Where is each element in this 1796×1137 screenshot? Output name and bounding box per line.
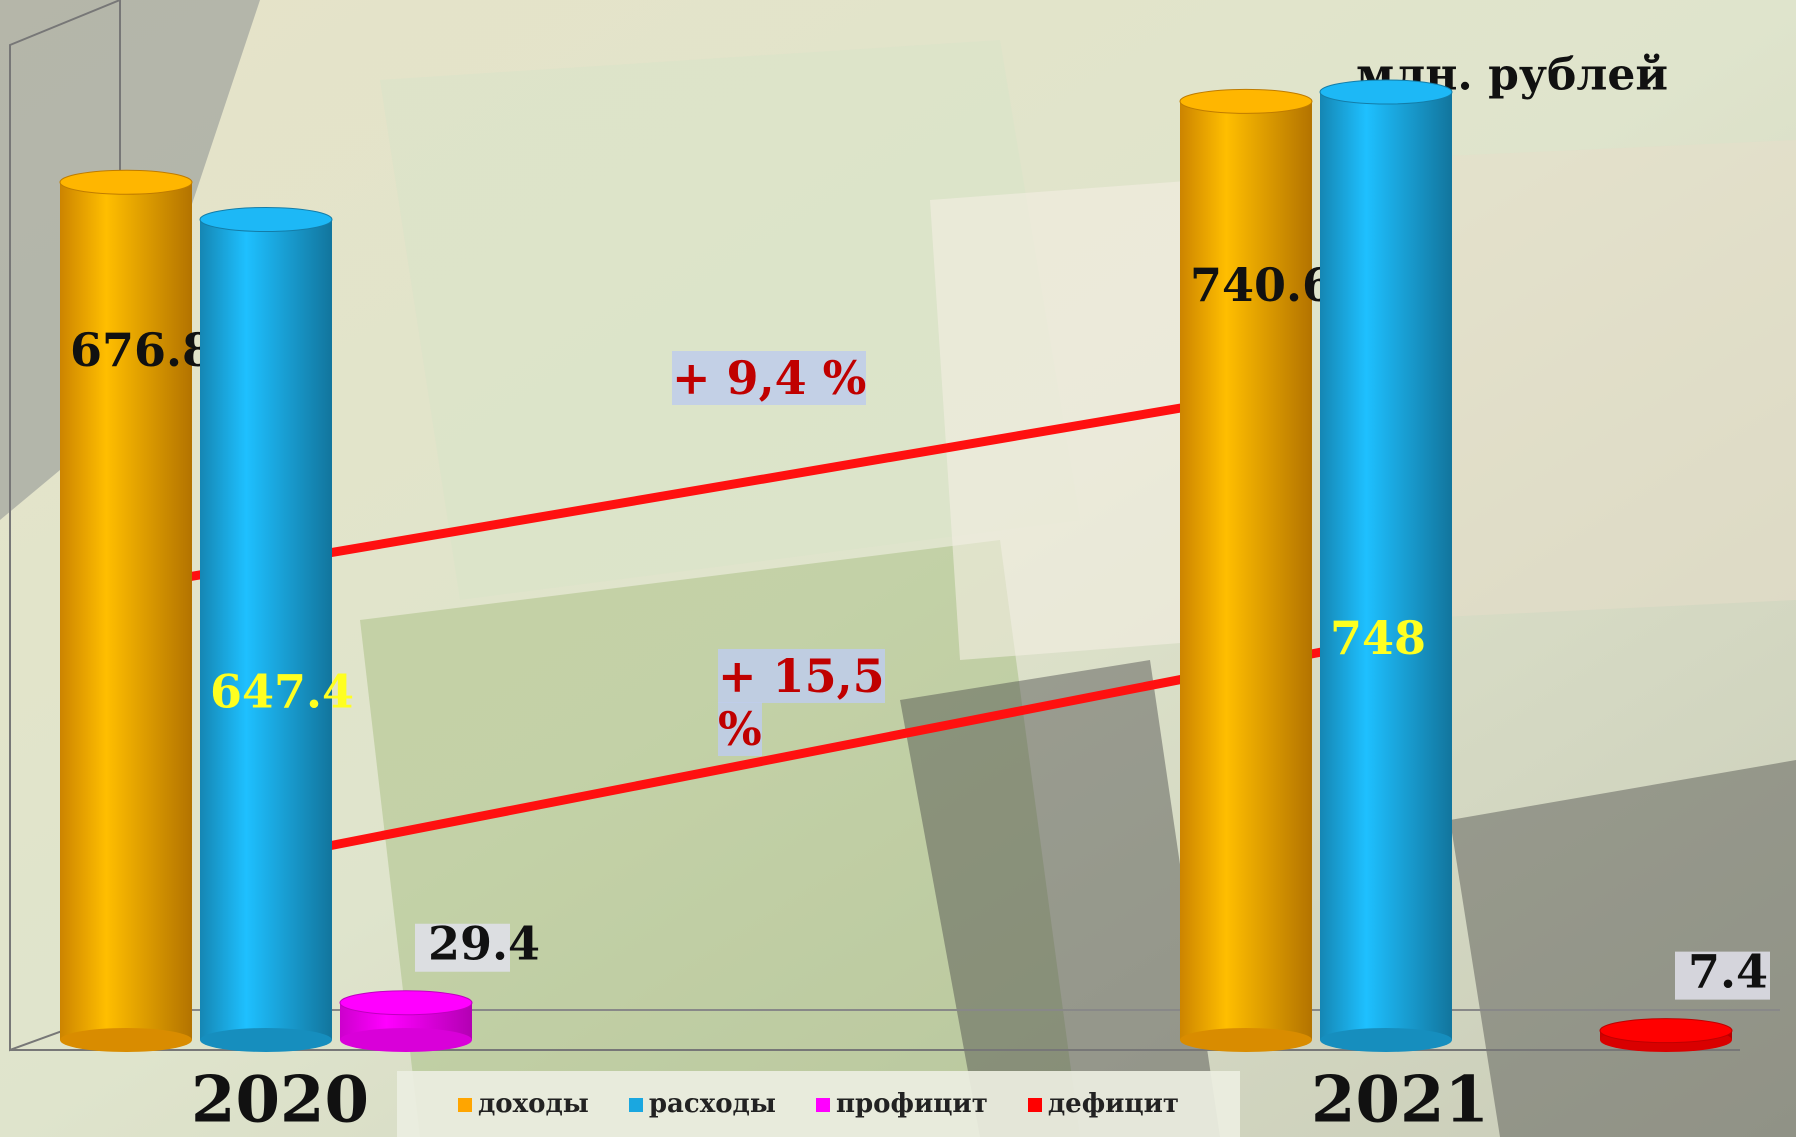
value-label: 748	[1330, 611, 1426, 665]
bar	[1600, 1019, 1732, 1052]
x-tick-label: 2020	[191, 1063, 369, 1137]
annotation: + 15,5 %	[718, 650, 888, 756]
bar-bottom	[340, 1028, 472, 1052]
legend: доходы расходы профицит дефицит	[397, 1071, 1240, 1137]
value-label: 676.8	[70, 323, 214, 377]
legend-label: профицит	[836, 1089, 988, 1119]
bar	[200, 207, 332, 1052]
legend-item: доходы	[458, 1089, 589, 1119]
bar	[1180, 89, 1312, 1052]
bar-top	[1320, 80, 1452, 104]
annotation: + 9,4 %	[672, 352, 882, 405]
value-label: 7.4	[1688, 945, 1768, 999]
legend-swatch	[816, 1098, 830, 1112]
legend-swatch	[1028, 1098, 1042, 1112]
value-label: 647.4	[210, 664, 354, 718]
bar-bottom	[1180, 1028, 1312, 1052]
bar-top	[200, 207, 332, 231]
bar-body	[1320, 92, 1452, 1040]
bar	[340, 991, 472, 1052]
bar-body	[60, 182, 192, 1040]
bar-top	[340, 991, 472, 1015]
legend-item: профицит	[816, 1089, 988, 1119]
bar-top	[1180, 89, 1312, 113]
bar-bottom	[60, 1028, 192, 1052]
page: млн. рублей 2020676.8647.429.42021740.67…	[0, 0, 1796, 1137]
legend-label: дефицит	[1048, 1089, 1179, 1119]
bar-body	[200, 219, 332, 1040]
bar	[60, 170, 192, 1052]
bg-shape	[930, 180, 1220, 660]
bar-top	[1600, 1019, 1732, 1043]
legend-swatch	[629, 1098, 643, 1112]
chart: млн. рублей 2020676.8647.429.42021740.67…	[0, 0, 1796, 1137]
bar-bottom	[200, 1028, 332, 1052]
x-tick-label: 2021	[1311, 1063, 1489, 1137]
legend-item: расходы	[629, 1089, 776, 1119]
legend-label: расходы	[649, 1089, 776, 1119]
legend-label: доходы	[478, 1089, 589, 1119]
value-label: 29.4	[428, 917, 540, 971]
legend-swatch	[458, 1098, 472, 1112]
bar-top	[60, 170, 192, 194]
legend-item: дефицит	[1028, 1089, 1179, 1119]
bar-body	[1180, 101, 1312, 1040]
value-label: 740.6	[1190, 258, 1334, 312]
bar-bottom	[1320, 1028, 1452, 1052]
bar	[1320, 80, 1452, 1052]
